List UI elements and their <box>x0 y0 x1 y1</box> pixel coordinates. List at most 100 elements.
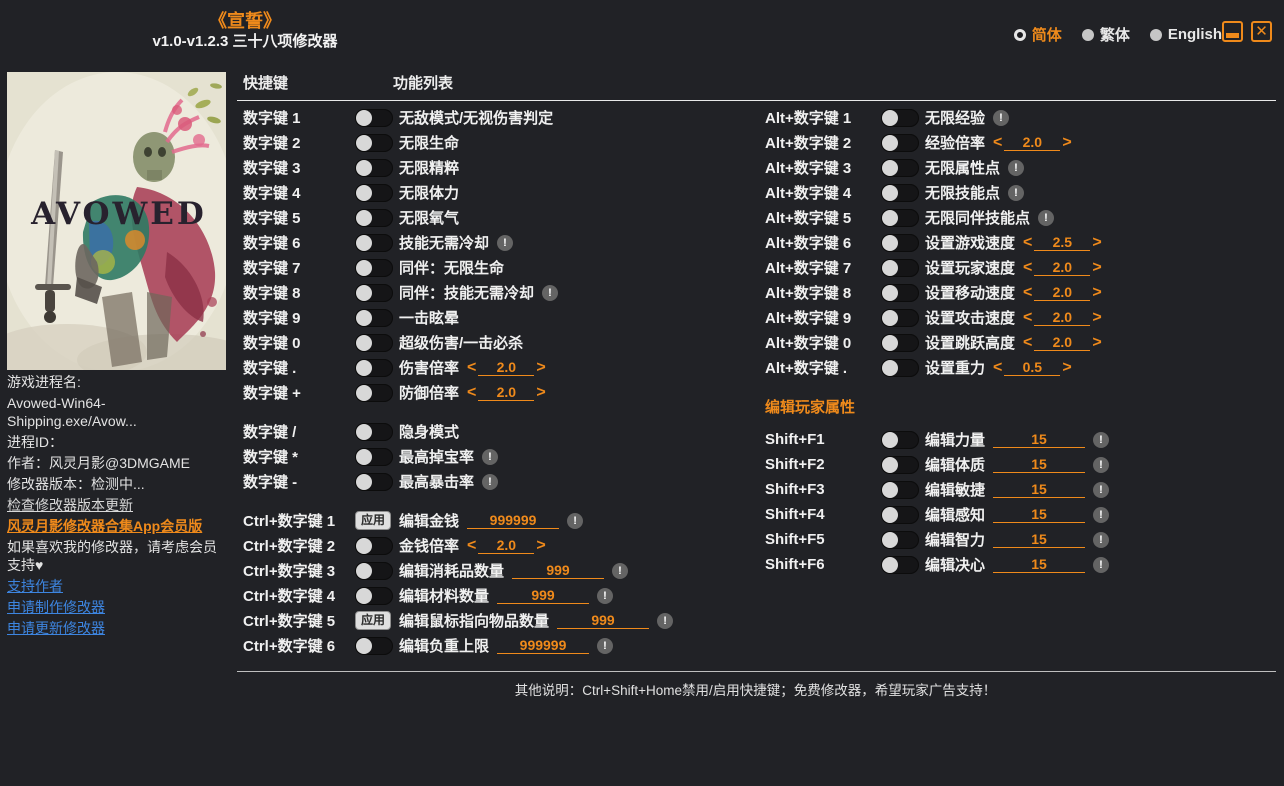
apply-button[interactable]: 应用 <box>355 611 392 630</box>
spinner-decrease-icon[interactable]: < <box>467 536 477 554</box>
toggle-switch[interactable] <box>355 158 393 177</box>
spinner-value[interactable]: 2.0 <box>478 537 535 554</box>
toggle-switch[interactable] <box>881 283 919 302</box>
toggle-switch[interactable] <box>355 536 393 555</box>
feature-row: Shift+F6 编辑决心 15! <box>757 552 1284 577</box>
spinner-value[interactable]: 2.0 <box>1034 284 1091 301</box>
feature-row: 数字键 5 无限氧气 <box>235 205 757 230</box>
value-input[interactable]: 15 <box>993 456 1086 473</box>
spinner-value[interactable]: 2.0 <box>478 384 535 401</box>
toggle-switch[interactable] <box>355 183 393 202</box>
sidebar-link[interactable]: 申请制作修改器 <box>7 599 105 615</box>
check-update-link[interactable]: 检查修改器版本更新 <box>7 497 133 513</box>
spinner-increase-icon[interactable]: > <box>1092 258 1102 276</box>
spinner-increase-icon[interactable]: > <box>1092 333 1102 351</box>
spinner-value[interactable]: 2.0 <box>1034 309 1091 326</box>
toggle-switch[interactable] <box>355 333 393 352</box>
toggle-switch[interactable] <box>355 233 393 252</box>
toggle-switch[interactable] <box>881 158 919 177</box>
spinner-decrease-icon[interactable]: < <box>1023 258 1033 276</box>
toggle-switch[interactable] <box>881 430 919 449</box>
toggle-switch[interactable] <box>881 505 919 524</box>
value-input[interactable]: 15 <box>993 531 1086 548</box>
toggle-switch[interactable] <box>355 358 393 377</box>
value-input[interactable]: 999999 <box>497 637 590 654</box>
spinner-decrease-icon[interactable]: < <box>1023 333 1033 351</box>
toggle-switch[interactable] <box>881 455 919 474</box>
spinner-value[interactable]: 2.0 <box>1004 134 1061 151</box>
toggle-switch[interactable] <box>881 208 919 227</box>
toggle-switch[interactable] <box>355 308 393 327</box>
sidebar-link[interactable]: 支持作者 <box>7 578 63 594</box>
toggle-switch[interactable] <box>881 480 919 499</box>
spinner-value[interactable]: 2.5 <box>1034 234 1091 251</box>
value-input[interactable]: 15 <box>993 481 1086 498</box>
toggle-switch[interactable] <box>355 561 393 580</box>
minimize-button[interactable] <box>1222 21 1243 42</box>
spinner-increase-icon[interactable]: > <box>1062 358 1072 376</box>
language-option-3[interactable]: English <box>1149 26 1222 43</box>
apply-button[interactable]: 应用 <box>355 511 392 530</box>
value-input[interactable]: 15 <box>993 506 1086 523</box>
spinner-increase-icon[interactable]: > <box>1092 233 1102 251</box>
toggle-switch[interactable] <box>355 636 393 655</box>
toggle-switch[interactable] <box>881 308 919 327</box>
spinner-increase-icon[interactable]: > <box>1062 133 1072 151</box>
spinner-value[interactable]: 2.0 <box>1034 259 1091 276</box>
value-input[interactable]: 999 <box>497 587 590 604</box>
spinner-value[interactable]: 2.0 <box>1034 334 1091 351</box>
toggle-switch[interactable] <box>881 530 919 549</box>
process-name-value: Avowed-Win64-Shipping.exe/Avow... <box>7 395 137 429</box>
spinner-increase-icon[interactable]: > <box>1092 308 1102 326</box>
toggle-switch[interactable] <box>881 555 919 574</box>
spinner-increase-icon[interactable]: > <box>1092 283 1102 301</box>
toggle-switch[interactable] <box>355 472 393 491</box>
toggle-switch[interactable] <box>881 258 919 277</box>
spinner-decrease-icon[interactable]: < <box>467 383 477 401</box>
toggle-switch[interactable] <box>881 183 919 202</box>
hotkey-label: 数字键 8 <box>243 285 301 302</box>
hotkey-label: 数字键 5 <box>243 210 301 227</box>
toggle-switch[interactable] <box>355 447 393 466</box>
toggle-switch[interactable] <box>355 283 393 302</box>
hotkey-label: Alt+数字键 6 <box>765 235 852 252</box>
toggle-switch[interactable] <box>355 108 393 127</box>
toggle-switch[interactable] <box>881 333 919 352</box>
feature-label: 编辑决心 <box>925 557 986 574</box>
hotkey-label: 数字键 . <box>243 360 297 377</box>
spinner-increase-icon[interactable]: > <box>536 536 546 554</box>
toggle-switch[interactable] <box>881 233 919 252</box>
spinner-decrease-icon[interactable]: < <box>993 358 1003 376</box>
language-option-1[interactable]: 简体 <box>1013 24 1062 45</box>
spinner-decrease-icon[interactable]: < <box>467 358 477 376</box>
spinner-decrease-icon[interactable]: < <box>1023 233 1033 251</box>
toggle-switch[interactable] <box>355 133 393 152</box>
value-input[interactable]: 999 <box>512 562 605 579</box>
app-member-link[interactable]: 风灵月影修改器合集App会员版 <box>7 518 203 534</box>
value-input[interactable]: 999 <box>557 612 650 629</box>
spinner-decrease-icon[interactable]: < <box>993 133 1003 151</box>
value-input[interactable]: 999999 <box>467 512 560 529</box>
spinner-decrease-icon[interactable]: < <box>1023 308 1033 326</box>
toggle-switch[interactable] <box>355 422 393 441</box>
language-option-2[interactable]: 繁体 <box>1081 24 1130 45</box>
close-button[interactable]: ✕ <box>1251 21 1272 42</box>
spinner-increase-icon[interactable]: > <box>536 383 546 401</box>
toggle-switch[interactable] <box>881 133 919 152</box>
value-input[interactable]: 15 <box>993 556 1086 573</box>
toggle-switch[interactable] <box>355 258 393 277</box>
spinner-value[interactable]: 2.0 <box>478 359 535 376</box>
toggle-knob <box>882 209 898 226</box>
value-input[interactable]: 15 <box>993 431 1086 448</box>
toggle-knob <box>882 159 898 176</box>
sidebar-link[interactable]: 申请更新修改器 <box>7 620 105 636</box>
spinner-decrease-icon[interactable]: < <box>1023 283 1033 301</box>
toggle-switch[interactable] <box>355 383 393 402</box>
toggle-switch[interactable] <box>881 108 919 127</box>
spinner-increase-icon[interactable]: > <box>536 358 546 376</box>
toggle-switch[interactable] <box>355 208 393 227</box>
toggle-switch[interactable] <box>355 586 393 605</box>
toggle-switch[interactable] <box>881 358 919 377</box>
spinner-value[interactable]: 0.5 <box>1004 359 1061 376</box>
toggle-knob <box>356 359 372 376</box>
